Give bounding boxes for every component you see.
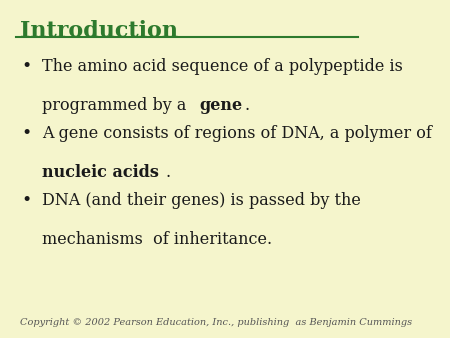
Text: The amino acid sequence of a polypeptide is: The amino acid sequence of a polypeptide…: [42, 58, 403, 75]
Text: •: •: [22, 125, 32, 142]
Text: Copyright © 2002 Pearson Education, Inc., publishing  as Benjamin Cummings: Copyright © 2002 Pearson Education, Inc.…: [20, 318, 412, 327]
Text: .: .: [245, 97, 250, 114]
Text: A gene consists of regions of DNA, a polymer of: A gene consists of regions of DNA, a pol…: [42, 125, 432, 142]
Text: mechanisms  of inheritance.: mechanisms of inheritance.: [42, 231, 272, 248]
Text: DNA (and their genes) is passed by the: DNA (and their genes) is passed by the: [42, 192, 361, 210]
Text: .: .: [165, 164, 170, 181]
Text: Introduction: Introduction: [20, 20, 178, 42]
Text: •: •: [22, 192, 32, 210]
Text: •: •: [22, 58, 32, 75]
Text: nucleic acids: nucleic acids: [42, 164, 159, 181]
Text: programmed by a: programmed by a: [42, 97, 191, 114]
Text: gene: gene: [199, 97, 243, 114]
